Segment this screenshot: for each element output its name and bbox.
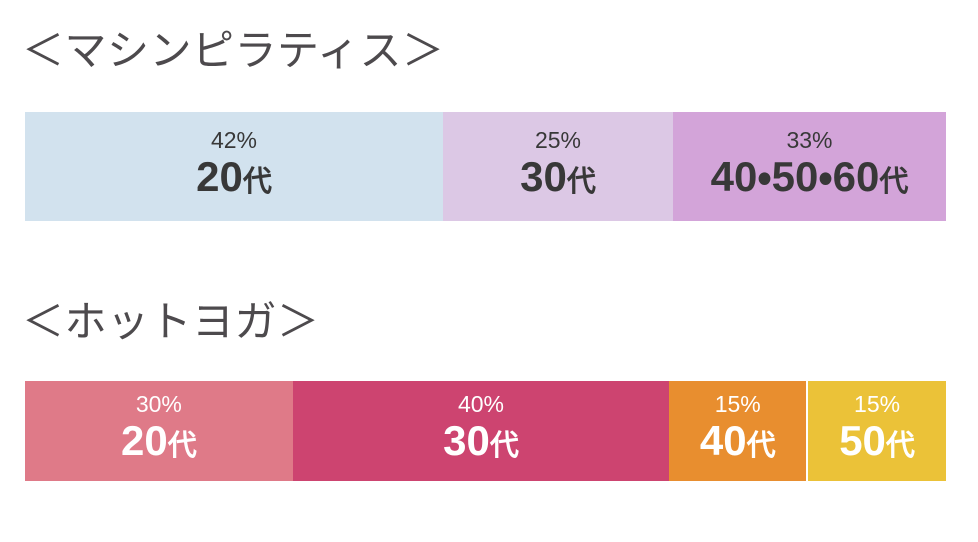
- segment-age-number: 20: [196, 152, 243, 200]
- bar-segment-yoga-50s: 15% 50代: [806, 381, 946, 481]
- segment-label: 30代: [520, 152, 596, 209]
- segment-label: 40・50・60代: [710, 152, 909, 209]
- segment-age-number: 50: [839, 417, 886, 464]
- segment-label: 30代: [443, 419, 519, 473]
- segment-age-number: 40: [699, 417, 747, 464]
- hotyoga-stacked-bar: 30% 20代 40% 30代 15% 40代 15% 50代: [25, 381, 946, 481]
- bar-segment-yoga-30s: 40% 30代: [292, 381, 670, 481]
- segment-age-number: 20: [120, 417, 168, 464]
- segment-percent: 15%: [854, 391, 901, 417]
- segment-percent: 30%: [135, 391, 182, 417]
- bar-segment-pilates-30s: 25% 30代: [443, 112, 673, 221]
- segment-age-suffix: 代: [242, 165, 272, 198]
- segment-age-suffix: 代: [489, 430, 519, 462]
- segment-label: 50代: [839, 419, 915, 473]
- segment-age-number: 40・50・60: [710, 152, 880, 200]
- hotyoga-chart-section: ＜ホットヨガ＞ 30% 20代 40% 30代 15% 40代 15% 50代: [22, 297, 978, 481]
- bar-segment-pilates-40-50-60s: 33% 40・50・60代: [673, 112, 946, 221]
- segment-age-suffix: 代: [885, 430, 915, 462]
- segment-percent: 15%: [714, 391, 761, 417]
- infographic-page: ＜マシンピラティス＞ 42% 20代 25% 30代 33% 40・50・60代…: [22, 26, 978, 481]
- segment-age-suffix: 代: [746, 430, 776, 462]
- segment-age-suffix: 代: [879, 165, 909, 198]
- segment-label: 40代: [700, 419, 776, 473]
- bar-segment-yoga-40s: 15% 40代: [669, 381, 807, 481]
- pilates-chart-section: ＜マシンピラティス＞ 42% 20代 25% 30代 33% 40・50・60代: [22, 26, 978, 221]
- segment-age-suffix: 代: [566, 165, 596, 198]
- segment-age-suffix: 代: [167, 430, 197, 462]
- segment-percent: 40%: [457, 391, 505, 417]
- hotyoga-chart-title: ＜ホットヨガ＞: [22, 298, 320, 345]
- bar-segment-pilates-20s: 42% 20代: [25, 112, 443, 221]
- segment-percent: 33%: [786, 126, 833, 153]
- segment-label: 20代: [196, 152, 272, 209]
- segment-percent: 42%: [210, 126, 258, 153]
- pilates-chart-title: ＜マシンピラティス＞: [22, 27, 445, 74]
- pilates-stacked-bar: 42% 20代 25% 30代 33% 40・50・60代: [25, 112, 946, 221]
- segment-label: 20代: [121, 419, 197, 473]
- bar-segment-yoga-20s: 30% 20代: [25, 381, 293, 481]
- segment-age-number: 30: [520, 152, 567, 200]
- segment-age-number: 30: [443, 417, 490, 464]
- segment-percent: 25%: [534, 126, 582, 153]
